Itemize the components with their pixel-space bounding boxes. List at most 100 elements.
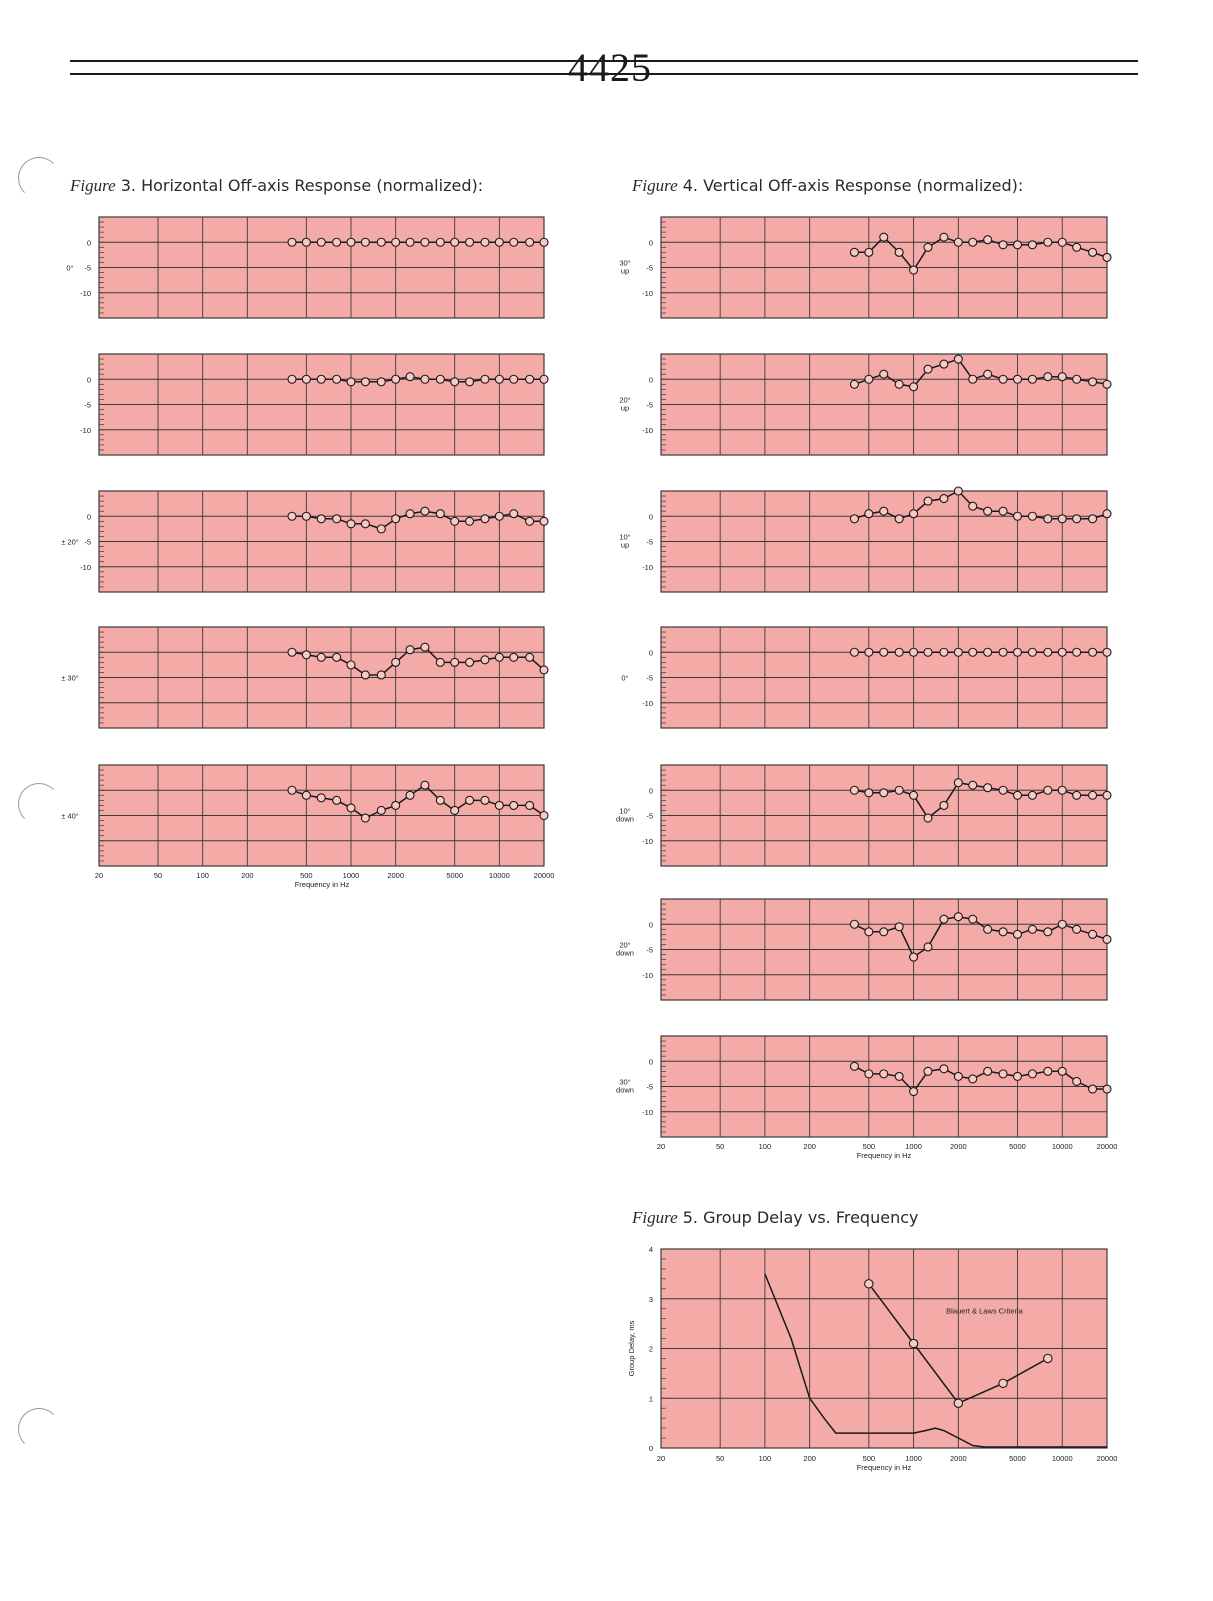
data-point xyxy=(376,805,386,816)
data-point xyxy=(1088,1084,1098,1094)
y-tick-label: -10 xyxy=(642,426,653,435)
data-point xyxy=(864,1279,874,1289)
data-point xyxy=(1102,647,1112,657)
data-point xyxy=(953,1071,963,1081)
data-point xyxy=(1012,374,1023,384)
y-tick-label: -5 xyxy=(646,264,653,273)
data-point xyxy=(435,374,445,384)
x-tick-label: 1000 xyxy=(343,871,360,880)
x-tick-label: 1000 xyxy=(905,1454,922,1463)
panel-fig3-3: ± 30° xyxy=(61,626,549,729)
data-point xyxy=(450,516,460,526)
data-point xyxy=(480,655,490,665)
data-point xyxy=(939,232,949,242)
data-point xyxy=(849,247,859,257)
chart-fig3: 0 -5 -10 0° 0 -5 -10 0 -5 -10 ± 20° ± 30° ± 40° 20 50 1… xyxy=(61,216,554,889)
data-point xyxy=(420,237,430,247)
data-point xyxy=(998,785,1008,795)
data-point xyxy=(287,374,297,384)
data-point xyxy=(983,647,993,657)
y-tick-label: 0 xyxy=(649,648,653,657)
data-point xyxy=(864,374,874,384)
data-point xyxy=(909,647,919,657)
data-point xyxy=(1072,924,1082,934)
data-point xyxy=(287,647,297,657)
data-point xyxy=(998,240,1008,250)
panel-angle-label: 0° xyxy=(66,264,73,273)
data-point xyxy=(332,237,342,247)
data-point xyxy=(287,237,297,247)
data-point xyxy=(301,790,311,800)
data-point xyxy=(420,780,430,790)
data-point xyxy=(953,647,963,657)
y-tick-label: 0 xyxy=(649,512,653,521)
data-point xyxy=(849,647,859,657)
data-point xyxy=(1102,379,1112,389)
panel-angle-label: 10° xyxy=(619,807,630,816)
x-tick-label: 2000 xyxy=(387,871,404,880)
data-point xyxy=(480,237,490,247)
data-point xyxy=(923,496,933,506)
y-tick-label: 2 xyxy=(649,1345,653,1354)
data-point xyxy=(539,237,549,247)
data-point xyxy=(539,665,549,675)
y-tick-label: -5 xyxy=(84,264,91,273)
page-number: 4425 xyxy=(568,45,652,90)
data-point xyxy=(1057,647,1067,657)
x-tick-label: 200 xyxy=(241,871,254,880)
data-point xyxy=(465,237,475,247)
y-tick-label: 0 xyxy=(649,1057,653,1066)
x-axis-label: Frequency in Hz xyxy=(857,1151,912,1160)
y-tick-label: 0 xyxy=(87,512,91,521)
x-tick-label: 20 xyxy=(95,871,103,880)
data-point xyxy=(376,237,386,247)
data-point xyxy=(405,372,415,382)
panel-angle-label: down xyxy=(616,1086,634,1095)
data-point xyxy=(287,511,297,521)
y-tick-label: -10 xyxy=(642,1108,653,1117)
data-point xyxy=(539,810,549,821)
figure3-title-word: Figure xyxy=(70,176,116,195)
data-point xyxy=(494,374,504,384)
data-point xyxy=(1043,514,1053,524)
data-point xyxy=(939,1064,949,1074)
data-point xyxy=(480,514,490,524)
data-point xyxy=(435,237,445,247)
data-point xyxy=(923,242,933,252)
data-point xyxy=(968,237,978,247)
y-tick-label: -10 xyxy=(642,289,653,298)
panel-fig4-6: 0 -5 -10 30°down xyxy=(616,1035,1112,1138)
figure5-title: Figure 5. Group Delay vs. Frequency xyxy=(632,1208,918,1228)
data-point xyxy=(301,650,311,660)
data-point xyxy=(879,647,889,657)
chart-fig4: 0-5-1030°up0-5-1020°up0-5-1010°up0-5-100… xyxy=(616,216,1117,1160)
panel-angle-label: down xyxy=(616,949,634,958)
data-point xyxy=(1057,1066,1067,1076)
data-point xyxy=(360,670,370,680)
y-tick-label: 1 xyxy=(649,1394,653,1403)
data-point xyxy=(1072,374,1082,384)
data-point xyxy=(346,237,356,247)
data-point xyxy=(864,1069,874,1079)
x-tick-label: 500 xyxy=(863,1454,876,1463)
y-tick-label: 0 xyxy=(649,1444,653,1453)
data-point xyxy=(332,514,342,524)
data-point xyxy=(879,788,889,798)
data-point xyxy=(1043,927,1053,937)
data-point xyxy=(450,237,460,247)
y-tick-label: -5 xyxy=(646,812,653,821)
data-point xyxy=(346,660,356,670)
panel-fig3-4: ± 40° xyxy=(61,764,549,867)
data-point xyxy=(494,237,504,247)
y-tick-label: -5 xyxy=(646,946,653,955)
data-point xyxy=(908,1338,919,1349)
data-point xyxy=(894,379,904,389)
data-point xyxy=(909,265,919,275)
data-point xyxy=(391,374,401,384)
panel-angle-label: ± 20° xyxy=(61,538,79,547)
data-point xyxy=(1088,247,1098,257)
data-point xyxy=(316,652,326,662)
data-point xyxy=(909,952,919,962)
data-point xyxy=(879,232,889,242)
data-point xyxy=(1057,919,1067,929)
